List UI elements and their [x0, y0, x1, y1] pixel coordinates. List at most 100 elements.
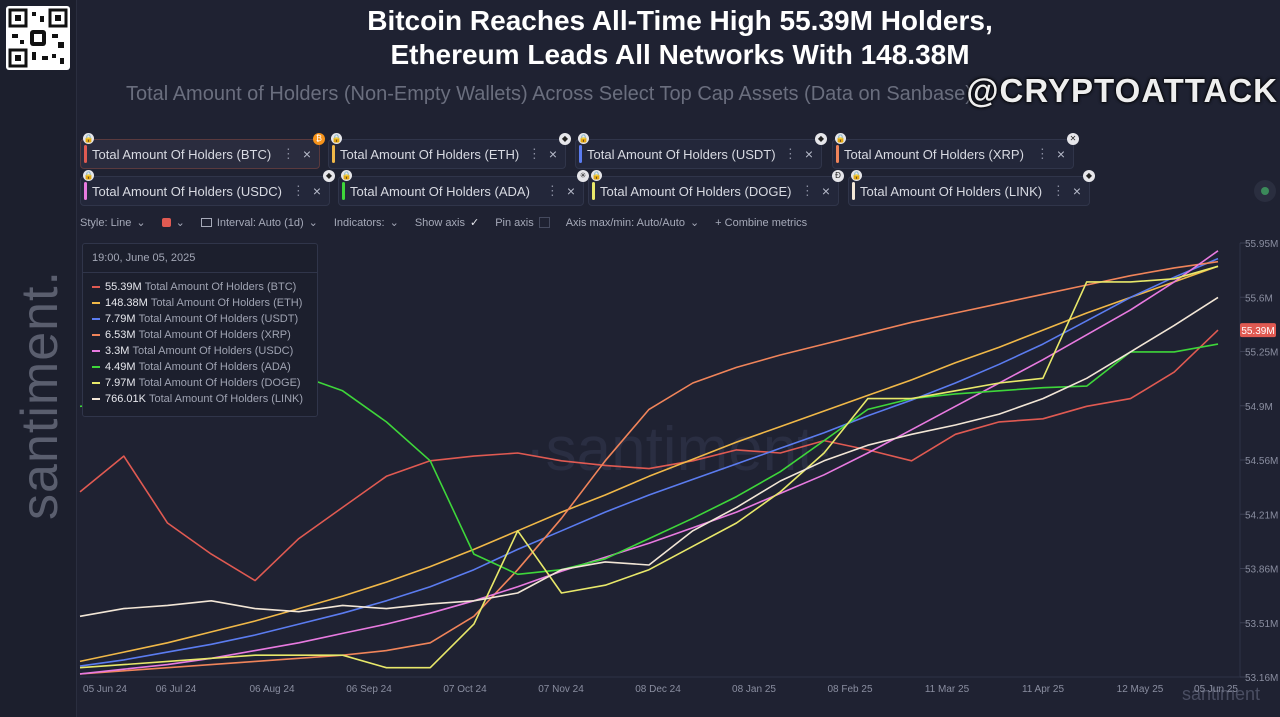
toggle-icon[interactable]	[1254, 180, 1276, 202]
series-color-bar	[579, 145, 582, 163]
interval-select[interactable]: Interval: Auto (1d)	[216, 216, 304, 229]
metric-chip[interactable]: 🔒 Total Amount Of Holders (BTC) ⋮ × ₿	[80, 133, 325, 169]
close-icon[interactable]: ×	[804, 146, 813, 162]
series-line	[79, 257, 1219, 667]
color-swatch-icon[interactable]	[161, 218, 171, 227]
legend-swatch	[92, 350, 100, 352]
legend-swatch	[92, 398, 100, 400]
series-color-bar	[332, 145, 335, 163]
chevron-down-icon[interactable]: ⌄	[389, 217, 399, 229]
close-icon[interactable]: ×	[1072, 183, 1081, 199]
legend-value: 55.39M	[105, 281, 142, 293]
legend-label: Total Amount Of Holders (XRP)	[138, 329, 291, 341]
current-value-label: 55.39M	[1241, 326, 1274, 337]
legend-swatch	[92, 318, 100, 320]
lock-icon: 🔒	[591, 170, 602, 181]
legend-row: 3.3M Total Amount Of Holders (USDC)	[92, 345, 293, 357]
chevron-down-icon[interactable]: ⌄	[689, 217, 700, 229]
legend-date: 19:00, June 05, 2025	[92, 252, 196, 264]
y-tick-label: 54.9M	[1245, 402, 1273, 413]
corner-watermark: santiment	[1182, 684, 1260, 704]
pin-axis-label: Pin axis	[495, 216, 534, 229]
metric-chip-label: Total Amount Of Holders (LINK)	[860, 183, 1043, 199]
x-tick-label: 06 Sep 24	[346, 684, 392, 695]
show-axis-label: Show axis	[414, 216, 465, 229]
dogecoin-icon: Ð	[832, 170, 844, 182]
legend-label: Total Amount Of Holders (ETH)	[150, 297, 303, 309]
more-options-icon[interactable]: ⋮	[527, 146, 541, 161]
more-options-icon[interactable]: ⋮	[545, 183, 559, 198]
metric-chip[interactable]: 🔒 Total Amount Of Holders (LINK) ⋮ × ◆	[848, 170, 1095, 206]
legend-row: 7.79M Total Amount Of Holders (USDT)	[92, 313, 298, 325]
close-icon[interactable]: ×	[548, 146, 557, 162]
chevron-down-icon[interactable]: ⌄	[136, 217, 146, 229]
metric-chip[interactable]: 🔒 Total Amount Of Holders (ADA) ⋮ × ✳	[338, 170, 589, 206]
x-tick-label: 08 Jan 25	[732, 684, 776, 695]
metric-chip[interactable]: 🔒 Total Amount Of Holders (ETH) ⋮ × ◆	[328, 133, 571, 169]
more-options-icon[interactable]: ⋮	[1035, 146, 1049, 161]
legend-swatch	[92, 334, 100, 336]
legend-row: 4.49M Total Amount Of Holders (ADA)	[92, 361, 291, 373]
legend-swatch	[92, 382, 100, 384]
more-options-icon[interactable]: ⋮	[291, 183, 305, 198]
y-tick-label: 54.56M	[1245, 456, 1278, 467]
more-options-icon[interactable]: ⋮	[281, 146, 295, 161]
cardano-icon: ✳	[577, 170, 589, 182]
x-tick-label: 11 Mar 25	[925, 684, 970, 695]
metric-chip-label: Total Amount Of Holders (DOGE)	[600, 183, 792, 199]
legend-label: Total Amount Of Holders (LINK)	[148, 393, 304, 405]
indicators-select[interactable]: Indicators:	[333, 216, 385, 229]
series-color-bar	[84, 145, 87, 163]
y-tick-label: 55.6M	[1245, 293, 1273, 304]
style-select[interactable]: Style: Line	[80, 216, 132, 229]
chevron-down-icon[interactable]: ⌄	[175, 217, 185, 229]
close-icon[interactable]: ×	[302, 146, 311, 162]
ethereum-icon: ◆	[559, 133, 571, 145]
legend-label: Total Amount Of Holders (USDT)	[138, 313, 299, 325]
more-options-icon[interactable]: ⋮	[1051, 183, 1065, 198]
metric-chip-label: Total Amount Of Holders (XRP)	[844, 146, 1024, 162]
chart-watermark: ·santiment·	[525, 415, 835, 484]
legend-value: 7.79M	[105, 313, 136, 325]
x-tick-label: 07 Nov 24	[538, 684, 584, 695]
page-title: Bitcoin Reaches All-Time High 55.39M Hol…	[120, 4, 1240, 72]
subtitle: Total Amount of Holders (Non-Empty Walle…	[126, 83, 972, 105]
y-tick-label: 53.51M	[1245, 619, 1278, 630]
close-icon[interactable]: ×	[821, 183, 830, 199]
legend-swatch	[92, 366, 100, 368]
legend-label: Total Amount Of Holders (USDC)	[132, 345, 294, 357]
combine-metrics-button[interactable]: + Combine metrics	[715, 216, 808, 229]
series-color-bar	[852, 182, 855, 200]
y-tick-label: 54.21M	[1245, 510, 1278, 521]
metric-chip-label: Total Amount Of Holders (USDC)	[92, 183, 283, 199]
metric-chip[interactable]: 🔒 Total Amount Of Holders (USDC) ⋮ × ◆	[80, 170, 335, 206]
qr-code-icon	[6, 6, 70, 70]
bitcoin-icon: ₿	[313, 133, 325, 145]
calendar-icon[interactable]	[200, 218, 212, 227]
x-tick-label: 07 Oct 24	[443, 684, 487, 695]
series-color-bar	[836, 145, 839, 163]
metric-chip[interactable]: 🔒 Total Amount Of Holders (XRP) ⋮ × ✕	[832, 133, 1079, 169]
close-icon[interactable]: ×	[312, 183, 321, 199]
close-icon[interactable]: ×	[566, 183, 575, 199]
series-line	[79, 265, 1219, 669]
y-tick-label: 53.16M	[1245, 673, 1278, 684]
show-axis-checkbox[interactable]: ✓	[469, 217, 480, 229]
more-options-icon[interactable]: ⋮	[800, 183, 814, 198]
chevron-down-icon[interactable]: ⌄	[308, 217, 318, 229]
left-band: santiment.	[0, 0, 77, 717]
more-options-icon[interactable]: ⋮	[783, 146, 797, 161]
metric-chip-label: Total Amount Of Holders (ADA)	[350, 183, 530, 199]
y-tick-label: 53.86M	[1245, 565, 1278, 576]
series-line	[79, 329, 1219, 582]
axis-maxmin-select[interactable]: Axis max/min: Auto/Auto	[565, 216, 685, 229]
metric-chip[interactable]: 🔒 Total Amount Of Holders (USDT) ⋮ × ◆	[575, 133, 827, 169]
close-icon[interactable]: ×	[1056, 146, 1065, 162]
pin-axis-checkbox[interactable]	[538, 217, 550, 228]
series-color-bar	[592, 182, 595, 200]
handle-watermark: @CRYPTOATTACK	[966, 72, 1278, 109]
metric-chip[interactable]: 🔒 Total Amount Of Holders (DOGE) ⋮ × Ð	[588, 170, 844, 206]
y-tick-label: 55.25M	[1245, 348, 1278, 359]
chart-toolbar: Style: Line ⌄ ⌄ Interval: Auto (1d) ⌄ In…	[80, 216, 812, 230]
legend-value: 3.3M	[105, 345, 130, 357]
